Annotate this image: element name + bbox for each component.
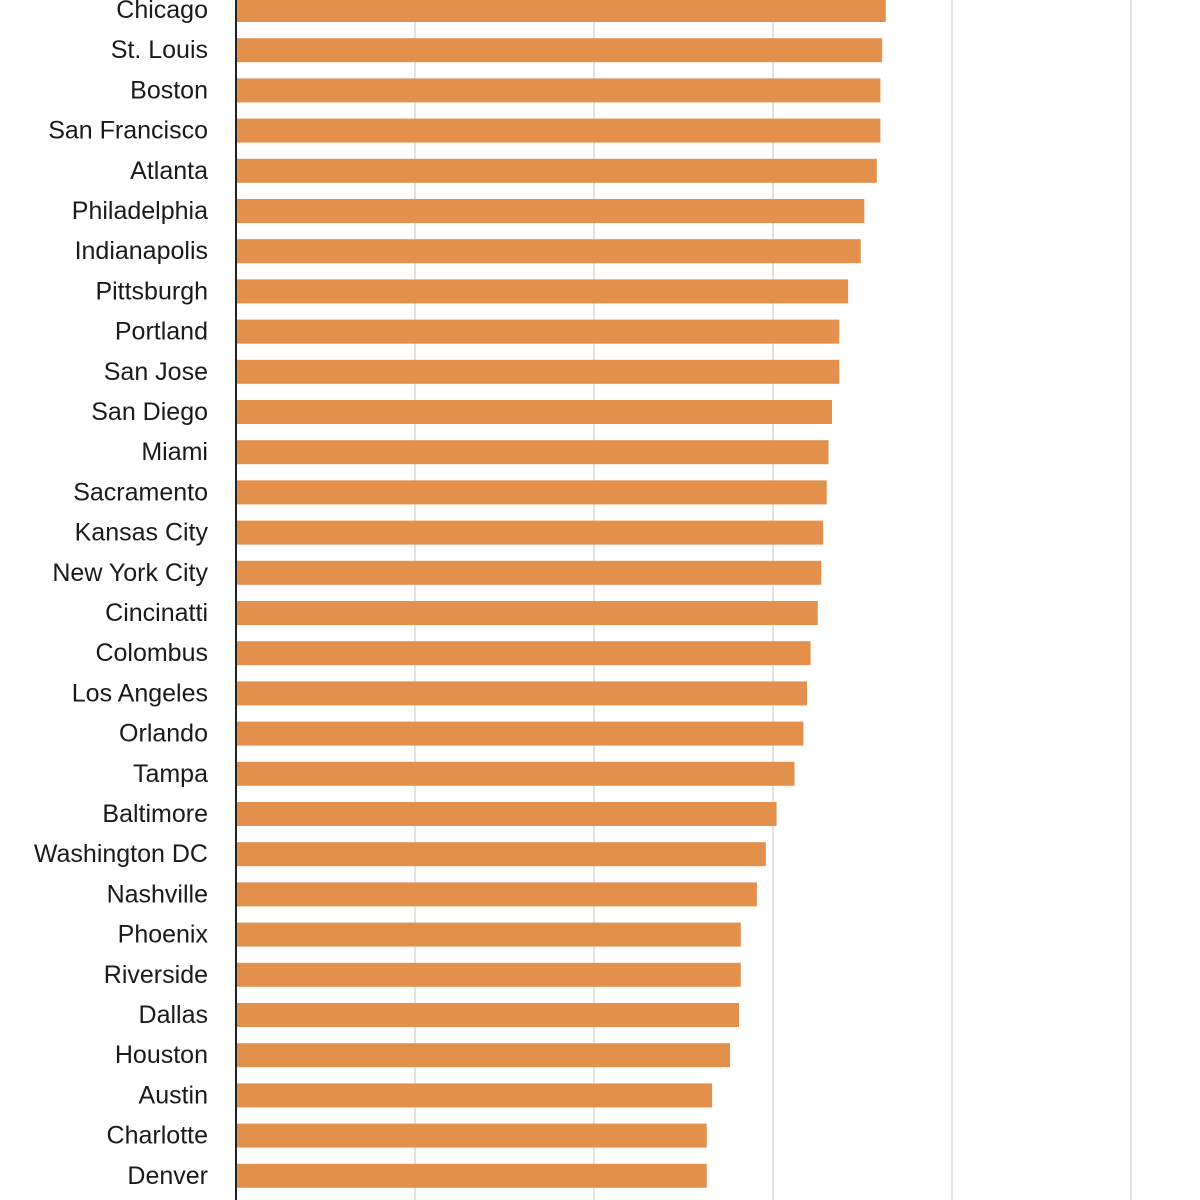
bar (237, 440, 829, 465)
bar (237, 1003, 739, 1027)
bar (237, 118, 881, 143)
bar (237, 319, 840, 344)
category-label: Boston (130, 76, 208, 104)
bar (237, 1123, 707, 1148)
category-label: San Jose (104, 358, 208, 386)
bar (237, 239, 861, 264)
category-label: Phoenix (118, 921, 209, 949)
category-label: Colombus (95, 639, 208, 667)
bar (237, 560, 822, 585)
category-label: Austin (139, 1081, 208, 1109)
bar (237, 1163, 707, 1188)
category-label: San Francisco (48, 117, 208, 145)
category-label: Orlando (119, 720, 208, 748)
category-label: Kansas City (75, 519, 209, 547)
bar (237, 922, 741, 947)
category-label: Nashville (107, 880, 208, 908)
category-label: San Diego (91, 398, 208, 426)
bar (237, 882, 757, 907)
category-label: New York City (52, 559, 208, 587)
bar (237, 802, 777, 826)
category-label: Portland (115, 318, 208, 346)
category-label: Sacramento (73, 478, 208, 506)
category-label: Indianapolis (75, 237, 208, 265)
bar (237, 199, 865, 223)
category-label: Pittsburgh (95, 277, 208, 305)
category-label: Baltimore (102, 800, 208, 828)
category-label: Dallas (139, 1001, 208, 1029)
bar (237, 721, 804, 746)
bar (237, 480, 827, 505)
bar (237, 279, 849, 304)
bar (237, 761, 795, 786)
bar (237, 158, 877, 183)
category-label: Charlotte (107, 1122, 208, 1150)
bar (237, 1043, 731, 1068)
bar (237, 0, 886, 22)
bar (237, 641, 811, 666)
category-label: Houston (115, 1041, 208, 1069)
category-label: St. Louis (111, 36, 208, 64)
category-label: Tampa (133, 760, 208, 788)
bar (237, 38, 883, 63)
category-label: Philadelphia (72, 197, 208, 225)
bar (237, 520, 824, 545)
bar (237, 962, 741, 987)
bar (237, 681, 808, 706)
bar (237, 400, 833, 424)
category-label: Los Angeles (72, 679, 208, 707)
bar (237, 78, 881, 103)
category-labels: Chicago St. Louis Boston San Francisco Atlan… (34, 0, 209, 1190)
category-label: Denver (127, 1162, 208, 1190)
category-label: Riverside (104, 961, 208, 989)
category-label: Miami (141, 438, 208, 466)
category-label: Atlanta (130, 157, 208, 185)
bar (237, 359, 840, 384)
bars (237, 0, 886, 1188)
bar (237, 601, 818, 625)
category-label: Chicago (116, 0, 208, 24)
bar (237, 842, 766, 867)
category-label: Washington DC (34, 840, 208, 868)
bar (237, 1083, 713, 1108)
category-label: Cincinatti (105, 599, 208, 627)
